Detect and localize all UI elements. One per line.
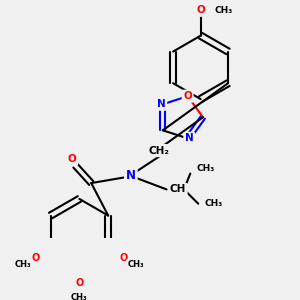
Text: O: O bbox=[183, 91, 192, 101]
Text: N: N bbox=[157, 99, 166, 109]
Text: O: O bbox=[31, 253, 40, 262]
Text: CH: CH bbox=[170, 184, 186, 194]
Text: CH₃: CH₃ bbox=[71, 293, 88, 300]
Text: CH₃: CH₃ bbox=[205, 199, 223, 208]
Text: O: O bbox=[68, 154, 76, 164]
Text: CH₃: CH₃ bbox=[127, 260, 144, 269]
Text: CH₃: CH₃ bbox=[197, 164, 215, 173]
Text: N: N bbox=[185, 134, 194, 143]
Text: CH₃: CH₃ bbox=[15, 260, 32, 269]
Text: CH₂: CH₂ bbox=[149, 146, 170, 156]
Text: N: N bbox=[126, 169, 136, 182]
Text: CH₃: CH₃ bbox=[215, 6, 233, 15]
Text: O: O bbox=[119, 253, 128, 262]
Text: O: O bbox=[75, 278, 83, 288]
Text: O: O bbox=[196, 5, 205, 15]
